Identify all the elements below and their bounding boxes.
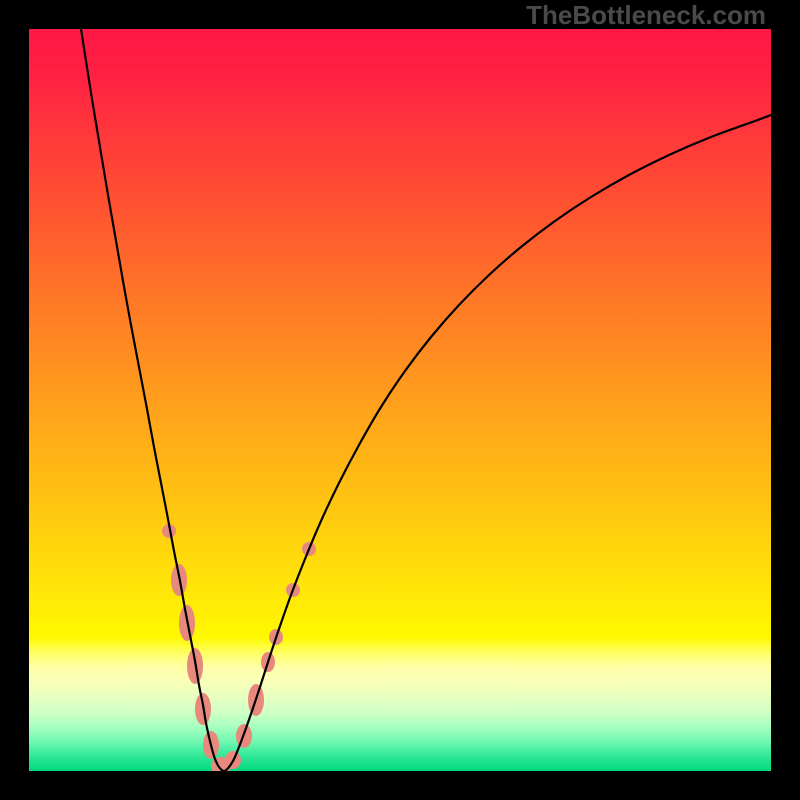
watermark-text: TheBottleneck.com [526, 0, 766, 31]
chart-frame: TheBottleneck.com [0, 0, 800, 800]
bottleneck-curve [81, 29, 771, 771]
markers-group [162, 524, 316, 771]
plot-area [29, 29, 771, 771]
chart-svg [29, 29, 771, 771]
